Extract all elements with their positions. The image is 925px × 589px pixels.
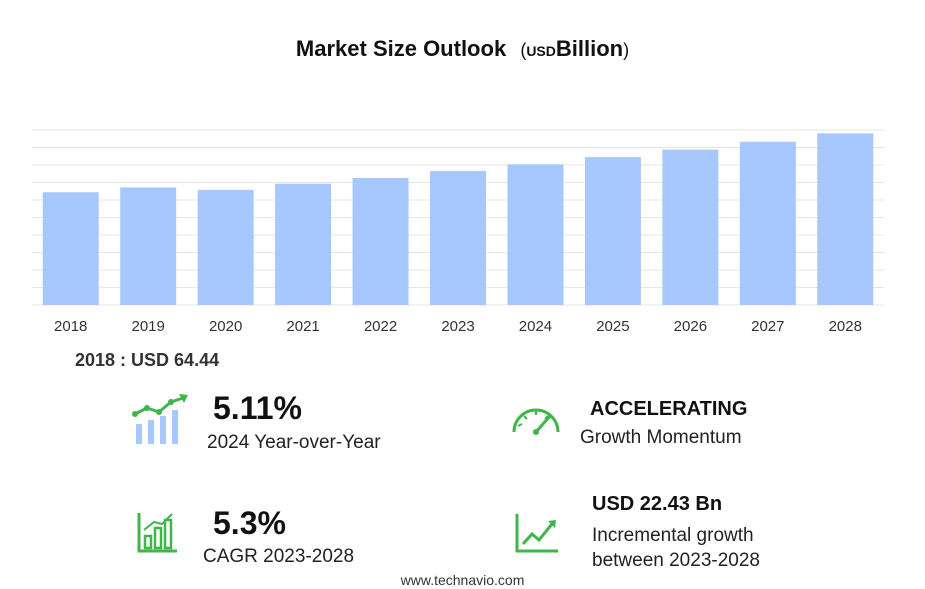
bar-2022 [352,177,409,305]
trend-up-icon [515,514,558,553]
incremental-value: USD 22.43 Bn [592,493,723,515]
bar-chart: 2018 2019 2020 2021 2022 2023 2024 2025 2026 2027… [32,129,884,335]
bar-2025 [584,157,641,305]
x-tick-label: 2025 [596,318,629,335]
yoy-value: 5.11% [213,390,302,426]
x-tick-label: 2022 [364,318,397,335]
chart-title: Market Size Outlook (USDBillion) [0,36,925,62]
bar-2021 [275,183,332,305]
x-tick-label: 2021 [286,318,319,335]
bar-2024 [507,164,564,305]
speedometer-icon [512,408,560,435]
bar-2018 [42,192,99,305]
base-year-value: 2018 : USD 64.44 [75,350,220,370]
incremental-label-1: Incremental growth [592,525,754,546]
x-tick-label: 2028 [829,318,862,335]
cagr-label: CAGR 2023-2028 [203,546,355,567]
x-tick-label: 2020 [209,318,242,335]
bar-growth-icon [132,394,188,444]
bar-2026 [662,149,719,305]
bar-2019 [120,187,177,305]
cagr-value: 5.3% [213,505,286,541]
bar-2023 [430,171,486,305]
bar-2027 [739,141,796,305]
incremental-label-2: between 2023-2028 [592,550,760,571]
bar-2028 [817,133,874,305]
title-text: Market Size Outlook [295,36,507,61]
footer-website: www.technavio.com [400,572,525,588]
x-tick-label: 2024 [519,318,552,335]
yoy-label: 2024 Year-over-Year [207,432,381,453]
x-tick-label: 2018 [54,318,87,335]
momentum-value: ACCELERATING [590,398,748,420]
x-tick-label: 2019 [131,318,164,335]
x-tick-label: 2023 [441,318,474,335]
title-unit: (USDBillion) [520,36,630,61]
momentum-label: Growth Momentum [580,427,742,448]
bar-chart-icon [137,513,177,553]
x-tick-label: 2027 [751,318,784,335]
x-tick-label: 2026 [674,318,707,335]
bar-2020 [197,189,254,305]
